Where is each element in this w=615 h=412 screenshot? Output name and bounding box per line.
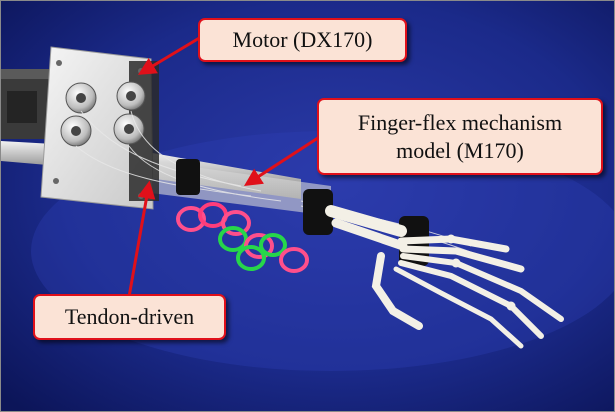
callout-finger-flex-line2: model (M170) — [396, 137, 524, 163]
callout-tendon-driven: Tendon-driven — [33, 294, 226, 340]
callout-motor-label: Motor (DX170) — [232, 27, 373, 52]
callout-finger-flex: Finger-flex mechanism model (M170) — [317, 98, 603, 175]
finger-rings — [176, 202, 309, 273]
callout-motor: Motor (DX170) — [198, 18, 407, 62]
motor-mount-plate — [40, 46, 159, 210]
callout-finger-flex-line1: Finger-flex mechanism — [357, 109, 563, 135]
callout-tendon-label: Tendon-driven — [64, 304, 195, 329]
motor-housing — [1, 69, 49, 139]
skeletal-hand — [325, 205, 564, 349]
